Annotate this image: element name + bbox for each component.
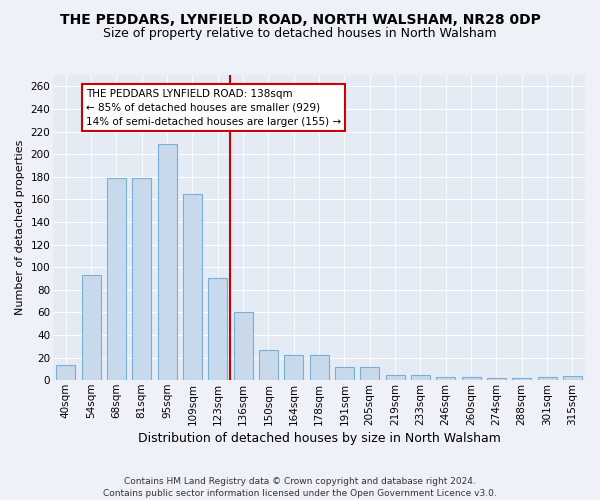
Bar	[284, 356, 303, 380]
Bar	[436, 377, 455, 380]
Text: THE PEDDARS LYNFIELD ROAD: 138sqm
← 85% of detached houses are smaller (929)
14%: THE PEDDARS LYNFIELD ROAD: 138sqm ← 85% …	[86, 88, 341, 126]
Bar	[386, 374, 404, 380]
Bar	[411, 374, 430, 380]
Bar	[335, 366, 354, 380]
Bar	[132, 178, 151, 380]
Bar	[158, 144, 176, 380]
Bar	[183, 194, 202, 380]
Bar	[310, 356, 329, 380]
Bar	[461, 377, 481, 380]
X-axis label: Distribution of detached houses by size in North Walsham: Distribution of detached houses by size …	[137, 432, 500, 445]
Bar	[56, 366, 75, 380]
Bar	[107, 178, 126, 380]
Y-axis label: Number of detached properties: Number of detached properties	[15, 140, 25, 316]
Bar	[538, 377, 557, 380]
Bar	[233, 312, 253, 380]
Bar	[563, 376, 582, 380]
Bar	[259, 350, 278, 380]
Bar	[82, 275, 101, 380]
Text: Contains public sector information licensed under the Open Government Licence v3: Contains public sector information licen…	[103, 489, 497, 498]
Bar	[208, 278, 227, 380]
Bar	[487, 378, 506, 380]
Text: Contains HM Land Registry data © Crown copyright and database right 2024.: Contains HM Land Registry data © Crown c…	[124, 478, 476, 486]
Bar	[360, 366, 379, 380]
Text: THE PEDDARS, LYNFIELD ROAD, NORTH WALSHAM, NR28 0DP: THE PEDDARS, LYNFIELD ROAD, NORTH WALSHA…	[59, 12, 541, 26]
Bar	[512, 378, 531, 380]
Text: Size of property relative to detached houses in North Walsham: Size of property relative to detached ho…	[103, 28, 497, 40]
